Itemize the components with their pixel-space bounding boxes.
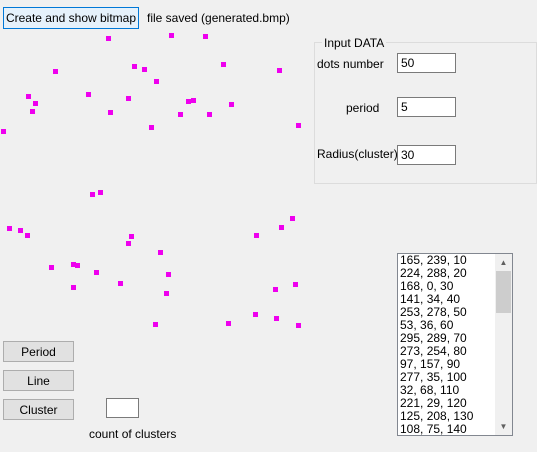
dot [1, 129, 6, 134]
dot [158, 250, 163, 255]
dot [30, 109, 35, 114]
chevron-up-icon[interactable]: ▲ [499, 258, 508, 267]
dot [279, 225, 284, 230]
radius-cluster-label: Radius(cluster) [317, 147, 398, 161]
bitmap-canvas [0, 30, 310, 340]
dot [274, 316, 279, 321]
dot [33, 101, 38, 106]
dot [25, 233, 30, 238]
list-item[interactable]: 277, 35, 100 [400, 370, 467, 384]
dot [254, 233, 259, 238]
scroll-thumb[interactable] [496, 271, 511, 313]
dot [149, 125, 154, 130]
dot [221, 62, 226, 67]
dot [178, 112, 183, 117]
dot [169, 33, 174, 38]
dot [7, 226, 12, 231]
dot [26, 94, 31, 99]
create-show-bitmap-button[interactable]: Create and show bitmap [3, 7, 139, 29]
dot [164, 291, 169, 296]
dot [186, 99, 191, 104]
dot [118, 281, 123, 286]
dot [90, 192, 95, 197]
line-button[interactable]: Line [3, 370, 74, 391]
list-item[interactable]: 53, 36, 60 [400, 318, 454, 332]
list-item[interactable]: 221, 29, 120 [400, 396, 467, 410]
dot [106, 36, 111, 41]
period-input[interactable] [397, 97, 456, 117]
radius-cluster-input[interactable] [397, 145, 456, 165]
dot [108, 110, 113, 115]
period-button[interactable]: Period [3, 341, 74, 362]
dots-number-input[interactable] [397, 53, 456, 73]
list-item[interactable]: 165, 239, 10 [400, 253, 467, 267]
dot [226, 321, 231, 326]
dot [191, 98, 196, 103]
dot [129, 234, 134, 239]
dot [126, 96, 131, 101]
dot [253, 312, 258, 317]
dot [166, 272, 171, 277]
list-item[interactable]: 273, 254, 80 [400, 344, 467, 358]
coordinates-listbox[interactable]: 165, 239, 10 224, 288, 20 168, 0, 30 141, 3… [397, 253, 513, 436]
dot [203, 34, 208, 39]
status-text: file saved (generated.bmp) [147, 11, 290, 25]
dot [154, 79, 159, 84]
dot [75, 263, 80, 268]
dot [49, 265, 54, 270]
list-item[interactable]: 97, 157, 90 [400, 357, 461, 371]
dots-number-label: dots number [317, 57, 384, 71]
dot [53, 69, 58, 74]
list-scrollbar[interactable]: ▲ ▼ [495, 254, 512, 435]
dot [126, 241, 131, 246]
list-item[interactable]: 108, 75, 140 [400, 422, 467, 436]
period-label: period [346, 101, 380, 115]
dot [277, 68, 282, 73]
dot [229, 102, 234, 107]
dot [71, 262, 76, 267]
list-item[interactable]: 295, 289, 70 [400, 331, 467, 345]
list-item[interactable]: 224, 288, 20 [400, 266, 467, 280]
count-of-clusters-label: count of clusters [89, 427, 177, 441]
dot [296, 123, 301, 128]
list-item[interactable]: 125, 208, 130 [400, 409, 474, 423]
dot [86, 92, 91, 97]
dot [207, 112, 212, 117]
dot [293, 282, 298, 287]
groupbox-title: Input DATA [322, 36, 387, 50]
list-item[interactable]: 168, 0, 30 [400, 279, 454, 293]
dot [273, 287, 278, 292]
list-item[interactable]: 253, 278, 50 [400, 305, 467, 319]
dot [71, 285, 76, 290]
list-item[interactable]: 32, 68, 110 [400, 383, 460, 397]
dot [18, 228, 23, 233]
chevron-down-icon[interactable]: ▼ [499, 422, 508, 431]
count-of-clusters-input[interactable] [106, 398, 139, 418]
cluster-button[interactable]: Cluster [3, 399, 74, 420]
list-item[interactable]: 141, 34, 40 [400, 292, 461, 306]
dot [142, 67, 147, 72]
dot [132, 64, 137, 69]
dot [290, 216, 295, 221]
dot [98, 190, 103, 195]
dot [94, 270, 99, 275]
dot [153, 322, 158, 327]
dot [296, 323, 301, 328]
